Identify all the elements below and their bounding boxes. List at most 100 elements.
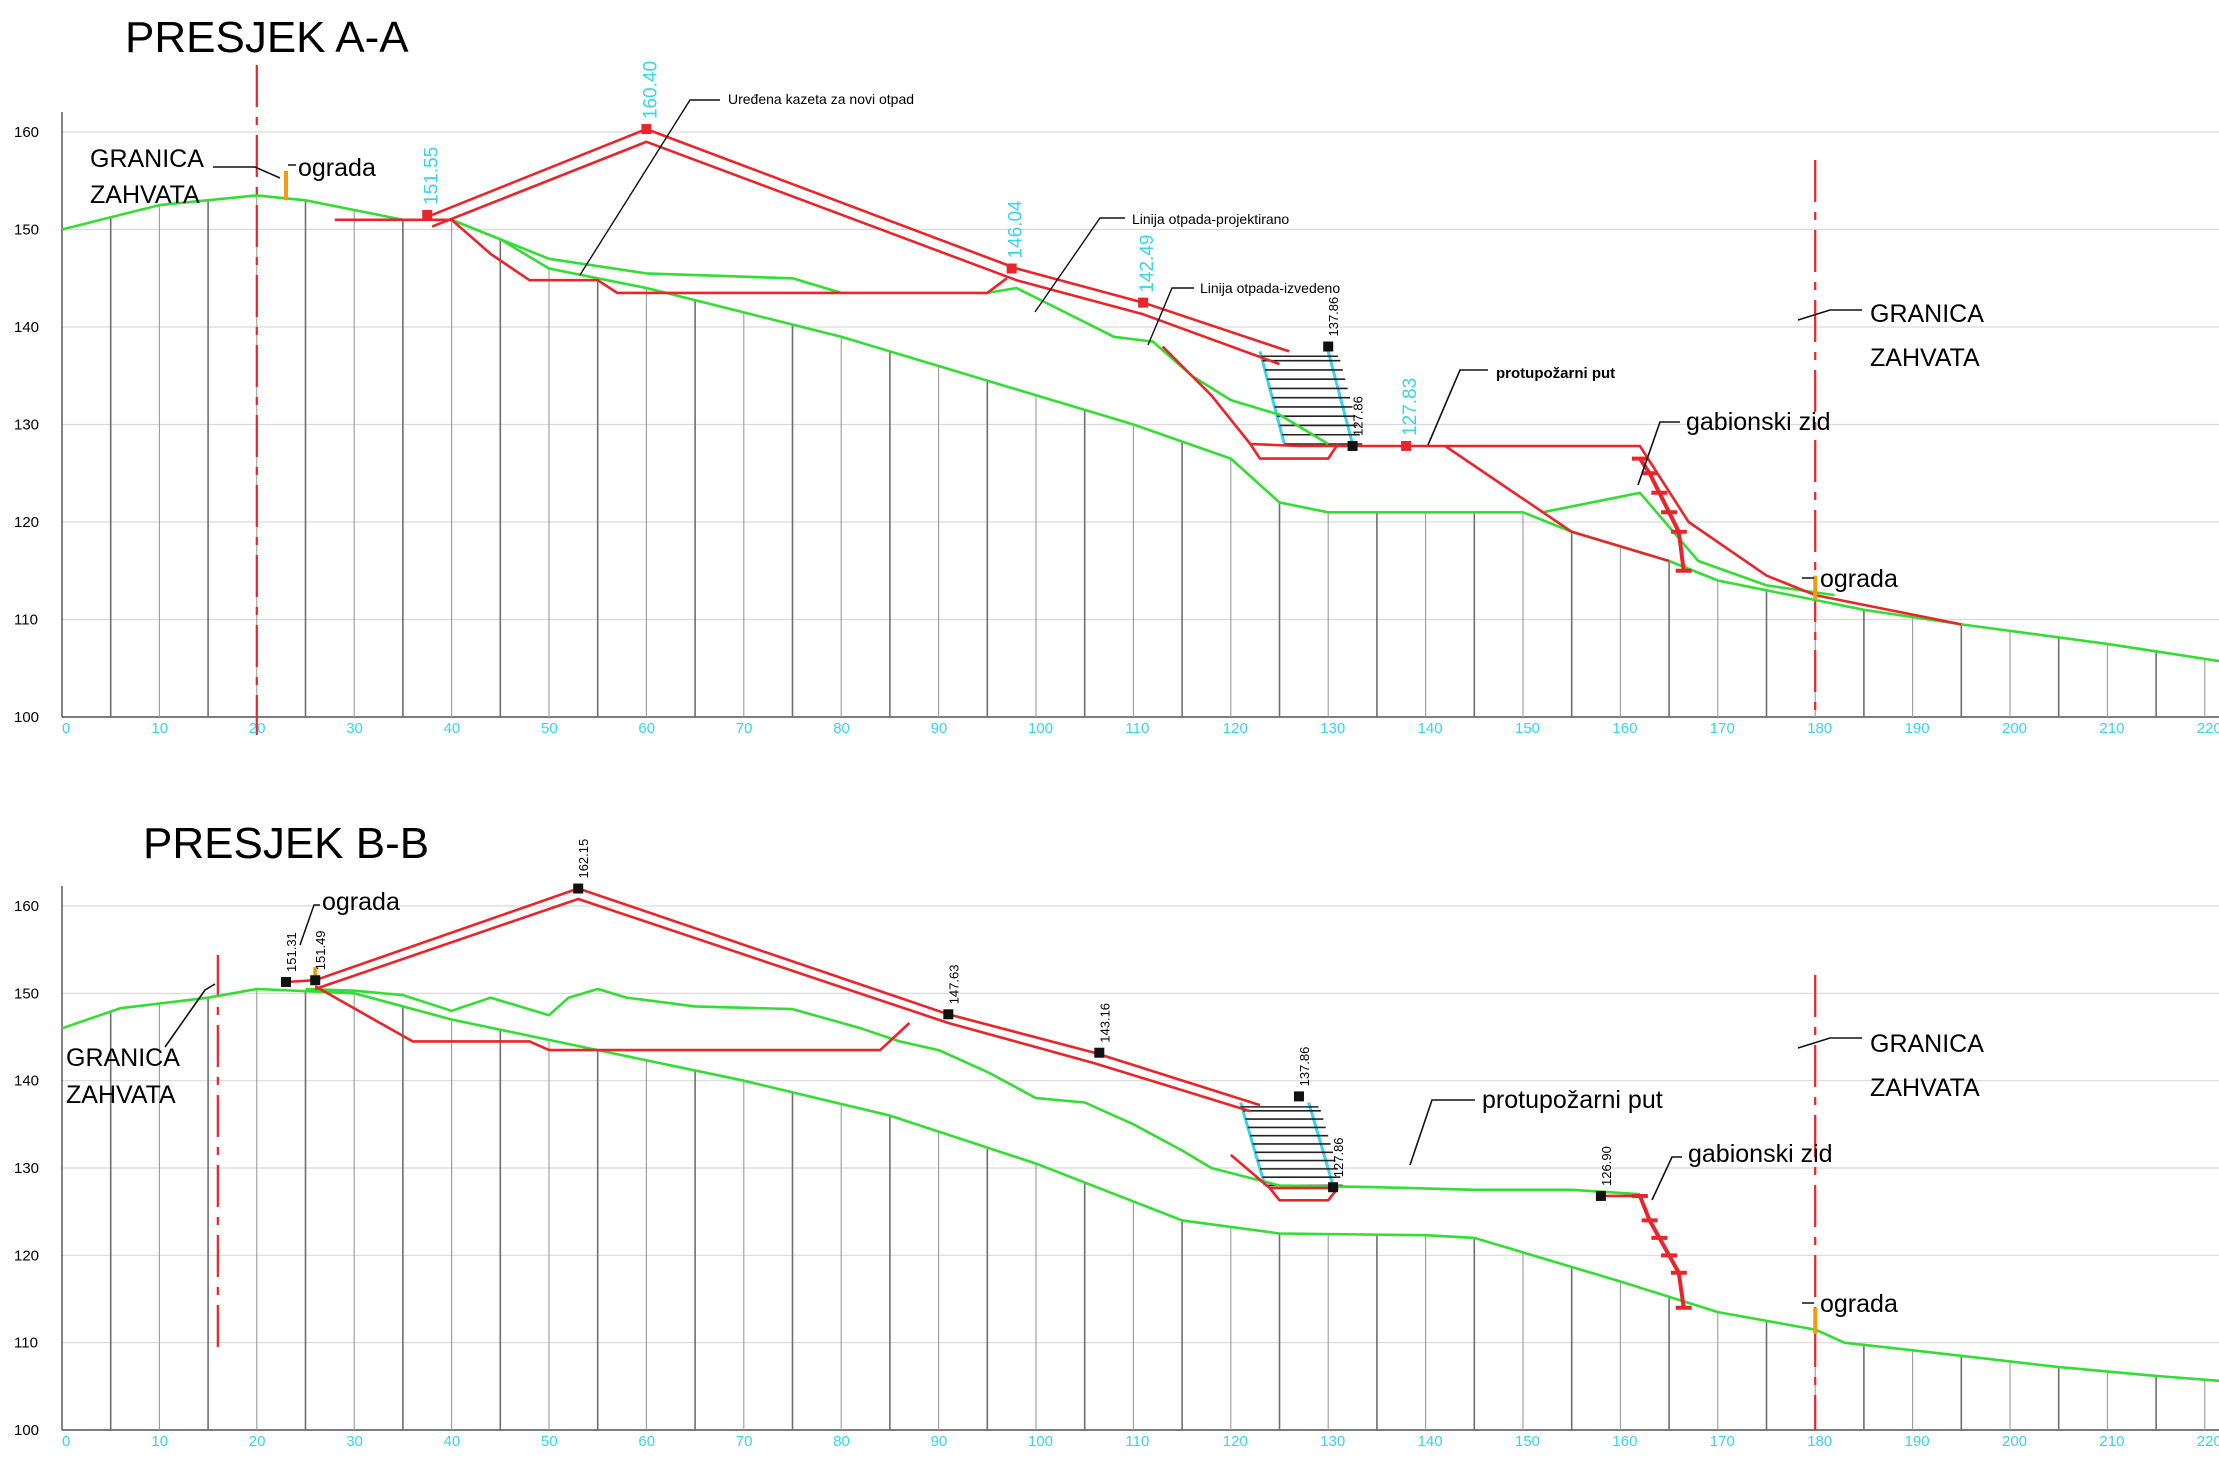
x-tick-label: 100 <box>1028 1433 1053 1450</box>
x-tick-label: 60 <box>638 1433 655 1450</box>
design-line <box>431 140 1280 366</box>
y-tick-label: 130 <box>14 417 39 434</box>
section-title-b: PRESJEK B-B <box>143 819 429 868</box>
terrain-line <box>305 987 1640 1196</box>
design-line <box>334 218 1008 295</box>
x-tick-label: 110 <box>1125 1433 1149 1450</box>
elevation-label: 162.15 <box>576 839 591 879</box>
label-zahvata-left-b: ZAHVATA <box>66 1081 176 1109</box>
y-tick-label: 130 <box>14 1160 39 1177</box>
section-b-b: 151.31 151.49 162.15 147.63 143.16 137.86 127.… <box>14 819 2219 1450</box>
label-granica-left-a: GRANICA <box>90 145 204 173</box>
terrain-line <box>1542 491 1835 597</box>
label-ograda-bottom-b: ograda <box>1820 1290 1898 1318</box>
leader-gabionski-a <box>1637 421 1680 486</box>
y-tick-label: 100 <box>14 709 39 726</box>
y-tick-label: 150 <box>14 222 39 239</box>
elevation-label: 151.49 <box>313 930 328 970</box>
leader-gabionski-b <box>1651 1156 1682 1201</box>
ladder-a <box>1258 350 1363 445</box>
x-tick-label: 50 <box>541 1433 558 1450</box>
x-tick-label: 140 <box>1418 720 1443 737</box>
label-protupozarni-a: protupožarni put <box>1496 365 1615 382</box>
x-tick-label: 140 <box>1418 1433 1443 1450</box>
label-ograda-bottom-a: ograda <box>1820 565 1898 593</box>
x-tick-label: 130 <box>1320 720 1345 737</box>
design-line <box>314 985 911 1052</box>
axis-ticks-a: 100 110 120 130 140 150 160 0 10 20 30 40 50 60 70 80 90… <box>14 124 2219 737</box>
x-tick-label: 180 <box>1807 720 1832 737</box>
y-tick-label: 110 <box>14 612 38 629</box>
y-tick-label: 110 <box>14 1335 38 1352</box>
label-projektirano-a: Linija otpada-projektirano <box>1132 211 1289 227</box>
leader-granica-left-a <box>213 166 281 179</box>
elevation-marker <box>1138 297 1149 308</box>
x-tick-label: 70 <box>736 720 753 737</box>
design-line <box>1444 444 1670 563</box>
label-gabionski-b: gabionski zid <box>1688 1140 1833 1168</box>
x-tick-label: 160 <box>1612 1433 1637 1450</box>
x-tick-label: 90 <box>931 720 948 737</box>
elevation-label: 126.90 <box>1599 1146 1614 1186</box>
x-tick-label: 200 <box>2002 1433 2027 1450</box>
elevation-marker <box>943 1009 954 1020</box>
x-tick-label: 210 <box>2099 720 2124 737</box>
x-tick-label: 190 <box>1905 1433 1930 1450</box>
label-kazeta-a: Uređena kazeta za novi otpad <box>728 91 914 107</box>
label-zahvata-right-a: ZAHVATA <box>1870 344 1980 372</box>
elevation-label: 160.40 <box>640 61 661 119</box>
x-tick-label: 160 <box>1612 720 1637 737</box>
y-tick-label: 140 <box>14 1073 39 1090</box>
label-izvedeno-a: Linija otpada-izvedeno <box>1200 280 1340 296</box>
label-gabionski-a: gabionski zid <box>1686 408 1831 436</box>
terrain-line <box>61 194 2219 663</box>
x-tick-label: 210 <box>2099 1433 2124 1450</box>
x-tick-label: 30 <box>346 720 363 737</box>
x-tick-label: 220.221 <box>2197 1433 2219 1450</box>
elevation-label: 146.04 <box>1006 200 1027 259</box>
annotation-granica-right-b: GRANICA ZAHVATA <box>1797 1030 1984 1102</box>
x-tick-label: 20 <box>249 1433 266 1450</box>
x-tick-label: 80 <box>833 720 850 737</box>
x-tick-label: 120 <box>1223 1433 1248 1450</box>
section-a-a: 151.55 160.40 146.04 142.49 137.86 127.86 127.… <box>14 13 2219 737</box>
x-tick-label: 40 <box>444 1433 461 1450</box>
terrain-line <box>61 987 2219 1383</box>
leader-protupozarni-a <box>1427 369 1488 446</box>
grid-a <box>61 65 2219 735</box>
x-tick-label: 220.22 <box>2197 720 2219 737</box>
elevation-marker <box>310 975 321 986</box>
elevation-marks-b: 151.31 151.49 162.15 147.63 143.16 137.86 127.… <box>281 839 1614 1201</box>
x-tick-label: 150 <box>1515 720 1540 737</box>
x-tick-label: 70 <box>736 1433 753 1450</box>
label-ograda-top-a: ograda <box>298 154 376 182</box>
label-ograda-top-b: ograda <box>322 888 400 916</box>
elevation-label: 127.86 <box>1351 396 1366 436</box>
terrain-line <box>451 218 842 295</box>
elevation-marker <box>641 124 652 135</box>
x-tick-label: 30 <box>346 1433 363 1450</box>
section-title-a: PRESJEK A-A <box>125 13 409 62</box>
elevation-marker <box>1401 440 1412 451</box>
x-tick-label: 0 <box>62 1433 70 1450</box>
elevation-marker <box>1595 1190 1606 1201</box>
leader-izvedeno-a <box>1147 287 1194 346</box>
x-tick-label: 190 <box>1905 720 1930 737</box>
elevation-label: 127.83 <box>1400 378 1421 436</box>
elevation-label: 127.86 <box>1331 1137 1346 1177</box>
grid-b <box>61 886 2219 1431</box>
wall-line <box>1638 1195 1686 1308</box>
leader-projektirano-a <box>1034 217 1125 313</box>
design-line <box>1249 443 1339 460</box>
elevation-label: 142.49 <box>1137 235 1158 293</box>
y-tick-label: 160 <box>14 898 39 915</box>
ladder-b <box>1239 1102 1343 1187</box>
x-tick-label: 90 <box>931 1433 948 1450</box>
x-tick-label: 200 <box>2002 720 2027 737</box>
leader-granica-right-a <box>1797 309 1862 321</box>
x-tick-label: 130 <box>1320 1433 1345 1450</box>
elevation-label: 143.16 <box>1097 1003 1112 1043</box>
x-tick-label: 100 <box>1028 720 1053 737</box>
elevation-marker <box>1323 341 1334 352</box>
